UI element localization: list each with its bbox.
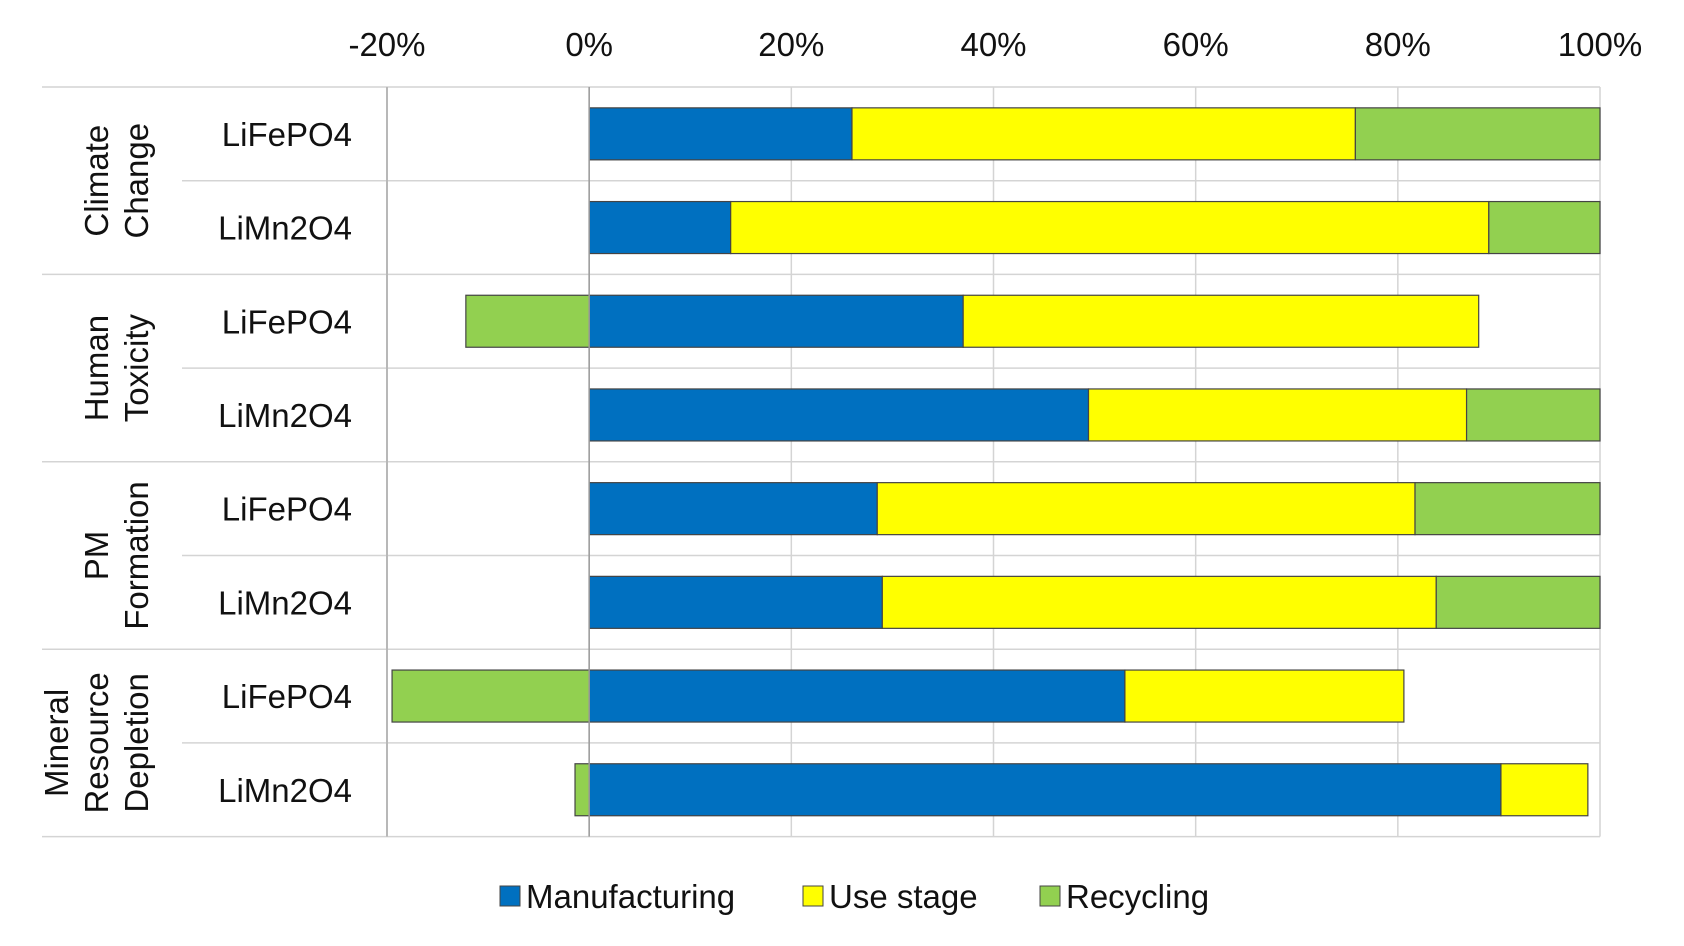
legend-swatch-use-stage	[802, 885, 824, 907]
bars	[391, 87, 1601, 837]
bar-use-stage-row-4	[876, 482, 1416, 536]
x-tick-label: 100%	[1558, 26, 1642, 63]
row-labels: LiFePO4 LiMn2O4 LiFePO4 LiMn2O4 LiFePO4 LiMn2…	[218, 116, 352, 809]
row-label: LiMn2O4	[218, 772, 352, 809]
group-label-line: Climate	[78, 125, 115, 237]
group-label-line: Formation	[118, 481, 155, 630]
group-label-2: PM Formation	[78, 481, 155, 630]
bar-recycling-row-7	[574, 763, 590, 817]
legend-label: Recycling	[1066, 878, 1209, 915]
group-label-1: Human Toxicity	[78, 314, 155, 423]
bar-use-stage-row-5	[881, 575, 1437, 629]
bar-use-stage-row-6	[1124, 669, 1405, 723]
group-label-0: Climate Change	[78, 123, 155, 239]
bar-use-stage-row-7	[1500, 763, 1589, 817]
x-axis-ticks: -20% 0% 20% 40% 60% 80% 100%	[348, 26, 1642, 63]
bar-recycling-row-4	[1414, 482, 1601, 536]
group-label-line: Depletion	[118, 673, 155, 812]
bar-manufacturing-row-6	[588, 669, 1126, 723]
bar-recycling-row-0	[1354, 107, 1601, 161]
row-label: LiFePO4	[222, 303, 352, 340]
group-label-line: Toxicity	[118, 314, 155, 423]
x-tick-label: 40%	[960, 26, 1026, 63]
group-label-line: Change	[118, 123, 155, 239]
x-tick-label: -20%	[348, 26, 425, 63]
bar-use-stage-row-3	[1087, 388, 1468, 442]
bar-manufacturing-row-1	[588, 200, 732, 255]
group-label-line: Mineral	[38, 689, 75, 797]
row-label: LiFePO4	[222, 491, 352, 528]
legend: Manufacturing Use stage Recycling	[499, 878, 1209, 915]
group-label-line: Resource	[78, 672, 115, 813]
x-tick-label: 80%	[1365, 26, 1431, 63]
bar-recycling-row-5	[1435, 575, 1601, 629]
group-label-line: PM	[78, 531, 115, 581]
row-frame	[42, 86, 1600, 838]
group-labels: Climate Change Human Toxicity PM Formation Min…	[38, 123, 155, 814]
row-label: LiFePO4	[222, 678, 352, 715]
bar-use-stage-row-2	[962, 294, 1480, 348]
bar-manufacturing-row-5	[588, 575, 883, 629]
bar-manufacturing-row-0	[588, 107, 853, 161]
legend-label: Manufacturing	[526, 878, 735, 915]
bar-manufacturing-row-4	[588, 482, 878, 536]
bar-use-stage-row-0	[851, 107, 1356, 161]
x-tick-label: 0%	[565, 26, 613, 63]
x-tick-label: 60%	[1163, 26, 1229, 63]
group-label-3: Mineral Resource Depletion	[38, 672, 155, 813]
group-label-line: Human	[78, 315, 115, 421]
legend-swatch-recycling	[1039, 885, 1061, 907]
row-label: LiMn2O4	[218, 397, 352, 434]
legend-swatch-manufacturing	[499, 885, 521, 907]
bar-manufacturing-row-3	[588, 388, 1090, 442]
bar-use-stage-row-1	[730, 200, 1490, 255]
x-tick-label: 20%	[758, 26, 824, 63]
legend-label: Use stage	[829, 878, 978, 915]
row-label: LiMn2O4	[218, 210, 352, 247]
bar-recycling-row-1	[1488, 200, 1601, 255]
bar-recycling-row-3	[1465, 388, 1601, 442]
row-label: LiMn2O4	[218, 584, 352, 621]
bar-manufacturing-row-7	[588, 763, 1502, 817]
bar-recycling-row-2	[465, 294, 590, 348]
bar-manufacturing-row-2	[588, 294, 964, 348]
bar-recycling-row-6	[391, 669, 590, 723]
row-label: LiFePO4	[222, 116, 352, 153]
